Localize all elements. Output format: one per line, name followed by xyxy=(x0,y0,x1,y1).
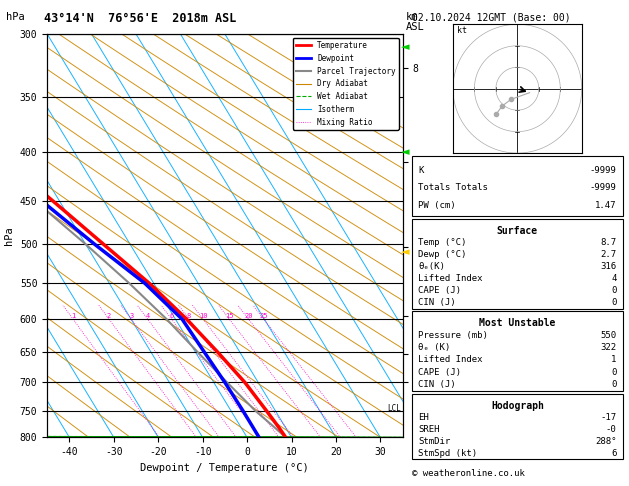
Text: Lifted Index: Lifted Index xyxy=(418,274,483,283)
Text: Surface: Surface xyxy=(497,226,538,236)
Text: -0: -0 xyxy=(606,425,616,434)
Text: 1: 1 xyxy=(611,355,616,364)
Text: 0: 0 xyxy=(611,298,616,307)
Text: 43°14'N  76°56'E  2018m ASL: 43°14'N 76°56'E 2018m ASL xyxy=(44,12,237,25)
Text: hPa: hPa xyxy=(6,12,25,22)
Text: 316: 316 xyxy=(600,262,616,271)
Text: StmDir: StmDir xyxy=(418,436,450,446)
Text: CAPE (J): CAPE (J) xyxy=(418,286,461,295)
Text: Dewp (°C): Dewp (°C) xyxy=(418,250,467,259)
Text: K: K xyxy=(418,166,424,175)
Text: EH: EH xyxy=(418,413,429,422)
Text: LCL: LCL xyxy=(387,403,401,413)
Text: SREH: SREH xyxy=(418,425,440,434)
Text: 322: 322 xyxy=(600,343,616,352)
Text: CIN (J): CIN (J) xyxy=(418,298,456,307)
Text: Most Unstable: Most Unstable xyxy=(479,318,555,329)
Text: θₑ (K): θₑ (K) xyxy=(418,343,450,352)
Text: -9999: -9999 xyxy=(589,166,616,175)
Text: Pressure (mb): Pressure (mb) xyxy=(418,331,488,340)
Text: 8: 8 xyxy=(187,313,191,319)
Text: Temp (°C): Temp (°C) xyxy=(418,238,467,247)
Text: km: km xyxy=(406,12,418,22)
Text: -17: -17 xyxy=(600,413,616,422)
Text: 8.7: 8.7 xyxy=(600,238,616,247)
X-axis label: Dewpoint / Temperature (°C): Dewpoint / Temperature (°C) xyxy=(140,463,309,473)
Text: 02.10.2024 12GMT (Base: 00): 02.10.2024 12GMT (Base: 00) xyxy=(412,12,571,22)
Text: 20: 20 xyxy=(244,313,253,319)
Text: 10: 10 xyxy=(199,313,208,319)
Text: ASL: ASL xyxy=(406,22,425,32)
Text: 3: 3 xyxy=(129,313,133,319)
Text: 0: 0 xyxy=(611,380,616,389)
Text: ◄: ◄ xyxy=(401,247,410,257)
Text: 25: 25 xyxy=(259,313,268,319)
Y-axis label: hPa: hPa xyxy=(4,226,14,245)
Text: kt: kt xyxy=(457,26,467,35)
Text: θₑ(K): θₑ(K) xyxy=(418,262,445,271)
Text: 288°: 288° xyxy=(595,436,616,446)
Legend: Temperature, Dewpoint, Parcel Trajectory, Dry Adiabat, Wet Adiabat, Isotherm, Mi: Temperature, Dewpoint, Parcel Trajectory… xyxy=(292,38,399,130)
Text: 15: 15 xyxy=(225,313,233,319)
Text: 4: 4 xyxy=(145,313,150,319)
Text: © weatheronline.co.uk: © weatheronline.co.uk xyxy=(412,469,525,478)
Text: ◄: ◄ xyxy=(401,42,410,52)
Text: 1.47: 1.47 xyxy=(595,201,616,209)
Text: 2: 2 xyxy=(107,313,111,319)
Text: -9999: -9999 xyxy=(589,183,616,192)
Text: 6: 6 xyxy=(611,449,616,457)
Text: 2.7: 2.7 xyxy=(600,250,616,259)
Text: 0: 0 xyxy=(611,368,616,377)
Text: Totals Totals: Totals Totals xyxy=(418,183,488,192)
Text: ◄: ◄ xyxy=(401,147,410,157)
Text: 550: 550 xyxy=(600,331,616,340)
Text: CIN (J): CIN (J) xyxy=(418,380,456,389)
Text: 6: 6 xyxy=(169,313,174,319)
Text: 1: 1 xyxy=(71,313,75,319)
Text: CAPE (J): CAPE (J) xyxy=(418,368,461,377)
Text: Lifted Index: Lifted Index xyxy=(418,355,483,364)
Y-axis label: Mixing Ratio (g/kg): Mixing Ratio (g/kg) xyxy=(425,180,435,292)
Text: Hodograph: Hodograph xyxy=(491,401,544,411)
Text: 0: 0 xyxy=(611,286,616,295)
Text: 4: 4 xyxy=(611,274,616,283)
Text: PW (cm): PW (cm) xyxy=(418,201,456,209)
Text: StmSpd (kt): StmSpd (kt) xyxy=(418,449,477,457)
